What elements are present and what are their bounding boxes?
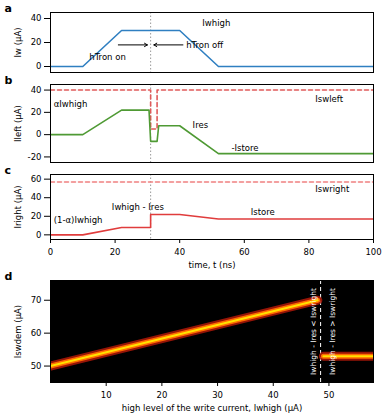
svg-text:10: 10 — [101, 390, 112, 400]
svg-text:50: 50 — [324, 390, 335, 400]
svg-text:Iswleft: Iswleft — [315, 94, 343, 104]
svg-text:d: d — [5, 272, 13, 283]
svg-text:20: 20 — [156, 390, 167, 400]
svg-text:Ileft (µA): Ileft (µA) — [13, 105, 23, 142]
svg-text:Iwhigh - Ires: Iwhigh - Ires — [112, 202, 165, 212]
svg-text:40: 40 — [268, 390, 279, 400]
svg-text:Iswright: Iswright — [315, 184, 350, 194]
svg-text:20: 20 — [110, 247, 121, 257]
svg-text:20: 20 — [31, 37, 42, 47]
svg-text:-Istore: -Istore — [231, 143, 258, 153]
svg-text:hTron off: hTron off — [186, 40, 224, 50]
svg-text:40: 40 — [31, 13, 42, 23]
svg-text:0: 0 — [36, 230, 41, 240]
svg-text:40: 40 — [31, 192, 42, 202]
svg-text:Iwhigh: Iwhigh — [202, 18, 230, 28]
svg-text:80: 80 — [303, 247, 314, 257]
svg-text:-20: -20 — [28, 152, 42, 162]
svg-text:Ires: Ires — [193, 120, 209, 130]
svg-text:60: 60 — [239, 247, 250, 257]
svg-text:αIwhigh: αIwhigh — [54, 99, 88, 109]
svg-text:70: 70 — [31, 295, 42, 305]
svg-text:Iright (µA): Iright (µA) — [13, 185, 23, 228]
svg-text:40: 40 — [31, 85, 42, 95]
svg-text:a: a — [5, 2, 12, 15]
svg-text:50: 50 — [31, 361, 42, 371]
svg-text:c: c — [5, 166, 12, 177]
svg-text:20: 20 — [31, 211, 42, 221]
svg-text:time, t (ns): time, t (ns) — [188, 260, 235, 270]
svg-text:high level of the write curren: high level of the write current, Iwhigh … — [122, 403, 302, 413]
svg-text:Iswdem (µA): Iswdem (µA) — [13, 305, 23, 358]
svg-text:60: 60 — [31, 174, 42, 184]
svg-text:Iwhigh - Ires > Iswright: Iwhigh - Ires > Iswright — [328, 288, 337, 375]
svg-text:(1-α)Iwhigh: (1-α)Iwhigh — [54, 215, 103, 225]
svg-text:b: b — [5, 76, 13, 87]
svg-text:0: 0 — [36, 129, 41, 139]
svg-text:hTron on: hTron on — [89, 52, 126, 62]
svg-text:0: 0 — [48, 247, 53, 257]
svg-text:20: 20 — [31, 107, 42, 117]
svg-text:Iw (µA): Iw (µA) — [13, 27, 23, 57]
svg-text:Iwhigh - Ires < Iswright: Iwhigh - Ires < Iswright — [309, 288, 318, 375]
svg-text:30: 30 — [212, 390, 223, 400]
svg-text:40: 40 — [174, 247, 185, 257]
svg-text:100: 100 — [365, 247, 381, 257]
svg-text:0: 0 — [36, 61, 41, 71]
svg-text:60: 60 — [31, 328, 42, 338]
svg-text:Istore: Istore — [251, 207, 275, 217]
